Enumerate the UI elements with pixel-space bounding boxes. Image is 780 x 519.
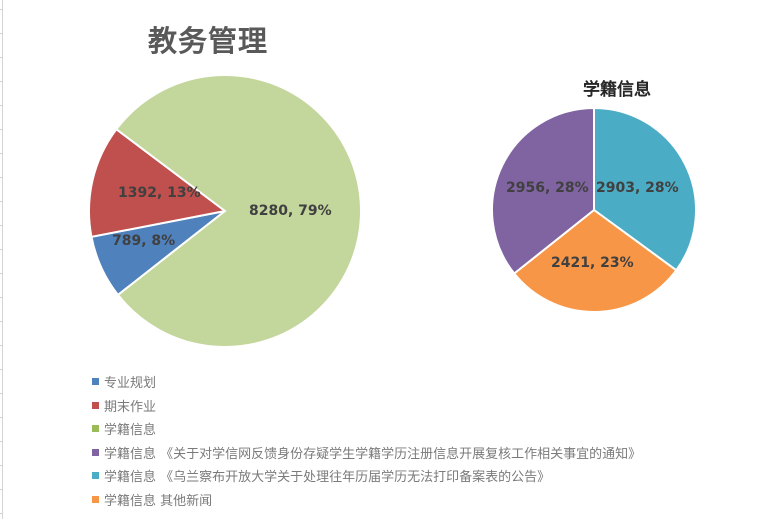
- pie-slice[interactable]: [491, 106, 595, 275]
- pie-data-label: 2421, 23%: [551, 255, 634, 271]
- gridline-tick: [0, 513, 3, 514]
- chart-title-main: 教务管理: [148, 24, 269, 58]
- gridline-tick: [0, 105, 3, 106]
- legend-item[interactable]: 学籍信息 《乌兰察布开放大学关于处理往年历届学历无法打印备案表的公告》: [92, 464, 641, 488]
- legend-item[interactable]: 学籍信息 其他新闻: [92, 488, 641, 512]
- gridline-tick: [0, 345, 3, 346]
- pie-slice[interactable]: [593, 106, 697, 272]
- pie-data-label: 789, 8%: [112, 233, 175, 249]
- gridline-tick: [0, 465, 3, 466]
- gridline-tick: [0, 393, 3, 394]
- gridline-tick: [0, 9, 3, 10]
- gridline-tick: [0, 129, 3, 130]
- gridline-tick: [0, 369, 3, 370]
- legend-label: 期末作业: [104, 399, 157, 415]
- gridline-tick: [0, 489, 3, 490]
- pie-slice[interactable]: [114, 74, 362, 348]
- legend-swatch-icon: [92, 495, 99, 503]
- sheet-gridline: [2, 0, 3, 519]
- pie-chart-secondary[interactable]: 2903, 28% 2421, 23% 2956, 28%: [491, 106, 697, 313]
- legend-swatch-icon: [92, 378, 99, 386]
- gridline-tick: [0, 249, 3, 250]
- pie-slice[interactable]: [512, 208, 678, 313]
- legend-item[interactable]: 学籍信息 《关于对学信网反馈身份存疑学生学籍学历注册信息开展复核工作相关事宜的通…: [92, 441, 641, 465]
- legend-label: 学籍信息 《乌兰察布开放大学关于处理往年历届学历无法打印备案表的公告》: [104, 470, 551, 486]
- legend-label: 专业规划: [104, 376, 157, 392]
- gridline-tick: [0, 201, 3, 202]
- legend-item[interactable]: 专业规划: [92, 370, 641, 394]
- legend-swatch-icon: [92, 448, 99, 456]
- legend-swatch-icon: [92, 472, 99, 480]
- legend-swatch-icon: [92, 401, 99, 409]
- chart-legend: 专业规划 期末作业 学籍信息 学籍信息 《关于对学信网反馈身份存疑学生学籍学历注…: [92, 370, 641, 511]
- pie-data-label: 1392, 13%: [118, 185, 201, 201]
- legend-item[interactable]: 期末作业: [92, 394, 641, 418]
- legend-swatch-icon: [92, 425, 99, 433]
- pie-data-label: 8280, 79%: [249, 203, 332, 219]
- gridline-tick: [0, 225, 3, 226]
- chart-title-secondary: 学籍信息: [583, 80, 651, 100]
- gridline-tick: [0, 177, 3, 178]
- pie-slice[interactable]: [88, 127, 228, 238]
- gridline-tick: [0, 321, 3, 322]
- gridline-tick: [0, 57, 3, 58]
- gridline-tick: [0, 417, 3, 418]
- gridline-tick: [0, 81, 3, 82]
- gridline-tick: [0, 441, 3, 442]
- pie-data-label: 2956, 28%: [506, 180, 589, 196]
- pie-data-label: 2903, 28%: [596, 180, 679, 196]
- gridline-tick: [0, 297, 3, 298]
- legend-label: 学籍信息: [104, 423, 157, 439]
- pie-chart-main[interactable]: 789, 8% 1392, 13% 8280, 79%: [88, 74, 362, 348]
- gridline-tick: [0, 273, 3, 274]
- gridline-tick: [0, 153, 3, 154]
- legend-label: 学籍信息 《关于对学信网反馈身份存疑学生学籍学历注册信息开展复核工作相关事宜的通…: [104, 446, 642, 462]
- gridline-tick: [0, 33, 3, 34]
- legend-label: 学籍信息 其他新闻: [104, 493, 213, 509]
- legend-item[interactable]: 学籍信息: [92, 417, 641, 441]
